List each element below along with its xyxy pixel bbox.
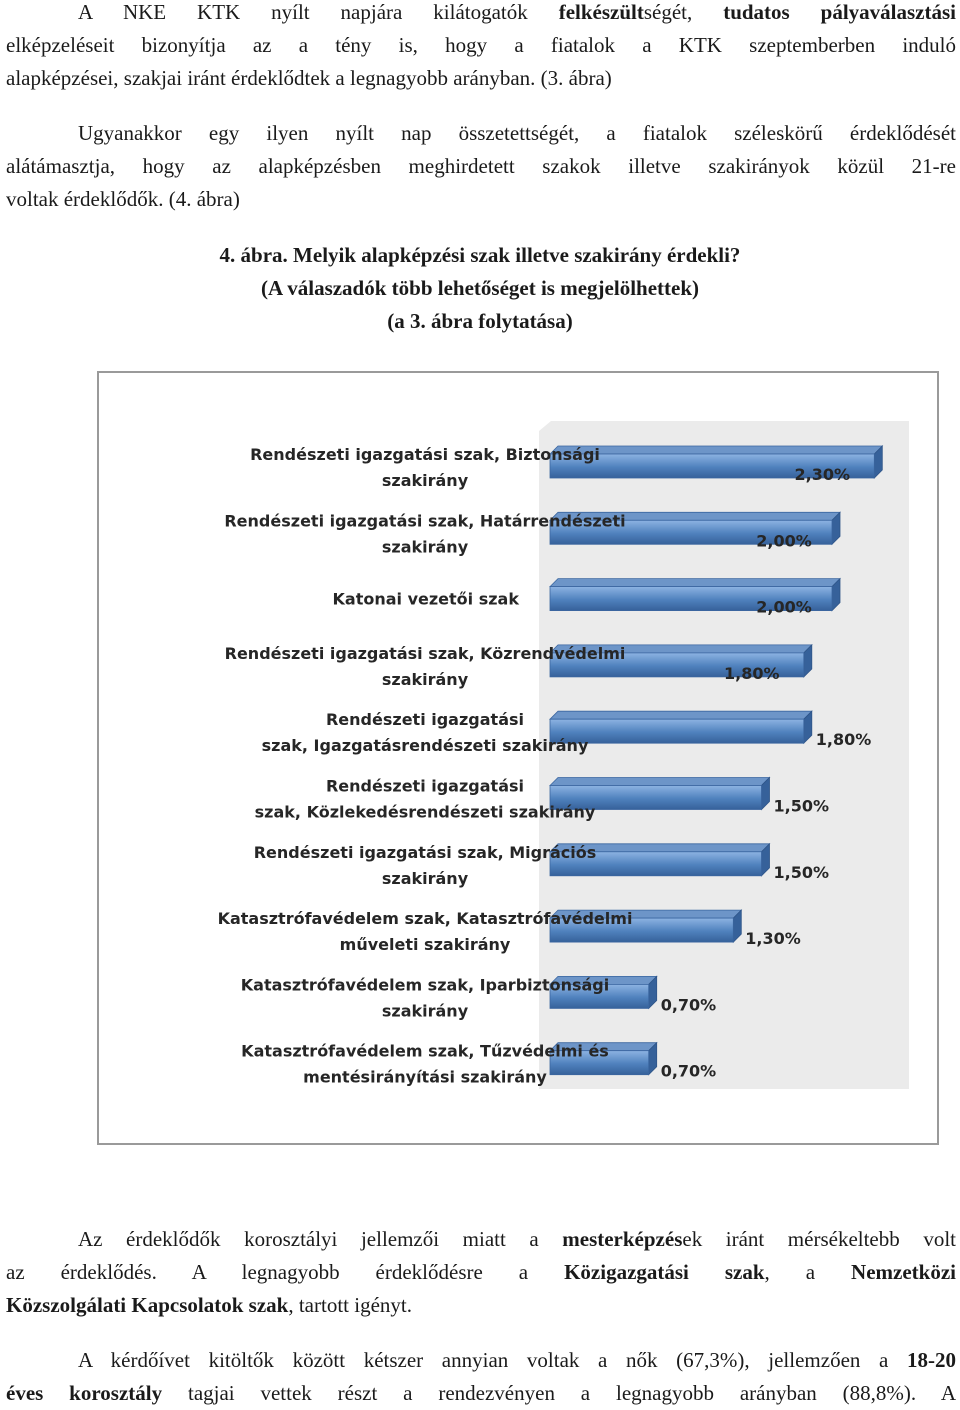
category-label: Katasztrófavédelem szak, Iparbiztonsági [241,975,609,994]
text-run: ségét, [643,0,724,24]
category-label: Katonai vezetői szak [333,590,520,609]
bar [549,453,875,479]
text-run: A kérdőívet kitöltők között kétszer anny… [78,1348,907,1372]
figure-caption-continuation: (a 3. ábra folytatása) [387,309,573,333]
bold-text: tudatos pályaválasztási [723,0,956,24]
text-line: az érdeklődés. A legnagyobb érdeklődésre… [6,1256,956,1289]
category-label: Rendészeti igazgatási [326,777,524,796]
bar [549,785,762,810]
figure-caption-title: 4. ábra. Melyik alapképzési szak illetve… [219,243,741,267]
data-label: 1,50% [774,863,830,882]
text-line: alapképzései, szakjai iránt érdeklődtek … [6,62,956,95]
category-label: szakirány [382,1001,469,1020]
bar-top-face [549,777,771,786]
bar [549,1050,650,1076]
category-label: szakirány [382,537,469,556]
bar [549,718,805,744]
text-run: az érdeklődés. A legnagyobb érdeklődésre… [6,1260,565,1284]
data-label: 1,50% [774,797,830,816]
category-label: Rendészeti igazgatási szak, Határrendész… [224,511,625,530]
bar [549,586,833,612]
text-line: Ugyanakkor egy ilyen nyílt nap összetett… [6,117,956,150]
text-run: alátámasztja, hogy az alapképzésben megh… [6,154,956,178]
bar [549,652,805,678]
text-line: alátámasztja, hogy az alapképzésben megh… [6,150,956,183]
bar-top-face [549,578,841,588]
paragraph-respondents: A kérdőívet kitöltők között kétszer anny… [6,1344,956,1410]
data-label: 1,30% [745,929,801,948]
data-label: 0,70% [661,1062,717,1081]
bar-chart-frame: 2,30% Rendészeti igazgatási szak, Biztons… [97,371,939,1145]
text-run: , tartott igényt. [288,1293,412,1317]
data-label: 2,00% [756,531,812,550]
bold-text: Közigazgatási szak [564,1260,765,1284]
category-label: szak, Közlekedésrendészeti szakirány [255,803,596,822]
figure-caption-note: (A válaszadók több lehetőséget is megjel… [260,276,700,300]
bold-text: Közszolgálati Kapcsolatok szak [6,1293,289,1317]
text-run: ek iránt mérsékeltebb volt [682,1227,956,1251]
text-line: elképzeléseit bizonyítja az a tény is, h… [6,29,956,62]
data-label: 2,30% [795,465,851,484]
paragraph-interest-breadth: Ugyanakkor egy ilyen nyílt nap összetett… [6,117,956,216]
bold-text: Nemzetközi [851,1260,956,1284]
category-label: mentésirányítási szakirány [303,1068,547,1087]
category-label: Rendészeti igazgatási szak, Biztonsági [250,445,600,464]
text-run: Az érdeklődők korosztályi jellemzői miat… [78,1227,563,1251]
category-label: Katasztrófavédelem szak, Tűzvédelmi és [241,1042,609,1061]
bar [549,851,762,877]
category-label: szakirány [382,869,469,888]
category-label: szakirány [382,670,469,689]
category-label: Rendészeti igazgatási szak, Közrendvédel… [225,644,626,663]
category-label: műveleti szakirány [340,935,511,954]
category-label: Rendészeti igazgatási [326,710,524,729]
paragraph-master-programs: Az érdeklődők korosztályi jellemzői miat… [6,1223,956,1322]
bar-chart: 2,30% Rendészeti igazgatási szak, Biztons… [218,421,909,1089]
text-run: Ugyanakkor egy ilyen nyílt nap összetett… [78,121,956,145]
text-run: alapképzései, szakjai iránt érdeklődtek … [6,66,612,90]
text-run: , a [764,1260,852,1284]
data-label: 1,80% [816,730,872,749]
text-line: voltak érdeklődők. (4. ábra) [6,183,956,216]
data-label: 1,80% [724,664,780,683]
data-label: 0,70% [661,995,717,1014]
text-run: voltak érdeklődők. (4. ábra) [6,187,240,211]
bar [549,984,650,1009]
text-run: tagjai vettek részt a rendezvényen a leg… [162,1381,956,1405]
text-line: Közszolgálati Kapcsolatok szak, tartott … [6,1289,956,1322]
category-label: szakirány [382,471,469,490]
category-label: Katasztrófavédelem szak, Katasztrófavéde… [218,909,633,928]
bar-top-face [549,710,813,720]
bar [549,519,833,545]
bar [549,917,734,943]
category-label: szak, Igazgatásrendészeti szakirány [262,736,589,755]
text-line: Az érdeklődők korosztályi jellemzői miat… [6,1223,956,1256]
paragraph-intro: A NKE KTK nyílt napjára kilátogatók felk… [6,0,956,95]
category-label: Rendészeti igazgatási szak, Migrációs [254,843,597,862]
text-line: A NKE KTK nyílt napjára kilátogatók felk… [6,0,956,29]
data-label: 2,00% [756,598,812,617]
bold-text: éves korosztály [6,1381,163,1405]
bold-text: 18-20 [907,1348,956,1372]
text-line: A kérdőívet kitöltők között kétszer anny… [6,1344,956,1377]
bold-text: mesterképzés [562,1227,683,1251]
text-run: A NKE KTK nyílt napjára kilátogatók [78,0,559,24]
bold-text: felkészült [558,0,644,24]
text-line: éves korosztály tagjai vettek részt a re… [6,1377,956,1410]
text-run: elképzeléseit bizonyítja az a tény is, h… [6,33,956,57]
